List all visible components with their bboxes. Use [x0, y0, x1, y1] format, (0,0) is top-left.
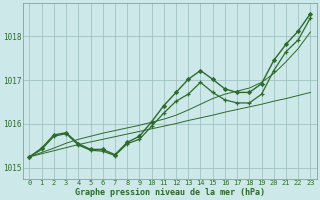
X-axis label: Graphe pression niveau de la mer (hPa): Graphe pression niveau de la mer (hPa) — [75, 188, 265, 197]
